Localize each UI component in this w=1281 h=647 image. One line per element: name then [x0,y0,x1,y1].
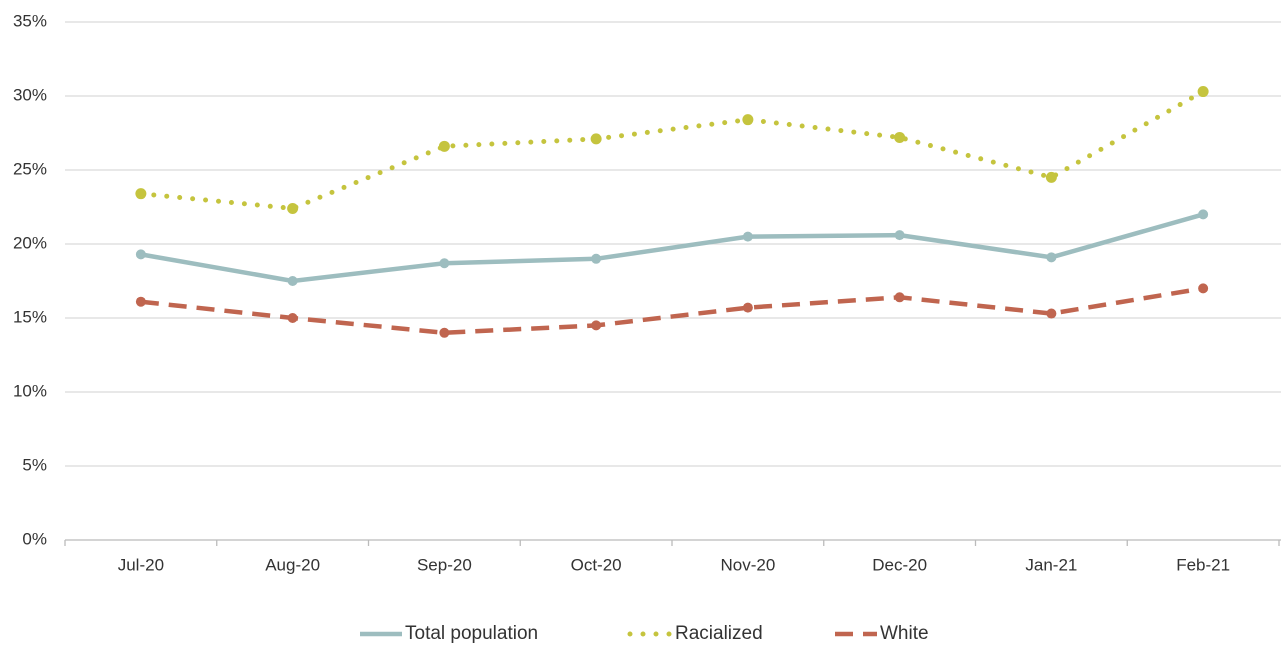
x-tick-label: Feb-21 [1176,555,1230,574]
series-line [140,286,1204,336]
y-tick-label: 10% [13,381,47,400]
x-tick-label: Nov-20 [720,555,775,574]
data-point [894,230,905,241]
x-tick-label: Jan-21 [1025,555,1077,574]
data-point [287,276,298,286]
x-tick-label: Jul-20 [118,555,164,574]
data-point [1198,283,1209,294]
data-point [591,320,602,331]
y-tick-label: 25% [13,159,47,178]
x-tick-label: Sep-20 [417,555,472,574]
data-point [894,131,906,143]
x-tick-label: Aug-20 [265,555,320,574]
data-point [135,249,146,260]
data-point [742,114,754,126]
data-point [1045,171,1057,183]
y-tick-label: 0% [22,529,47,548]
x-tick-label: Oct-20 [571,555,622,574]
legend-label: Total population [405,623,538,644]
x-tick-label: Dec-20 [872,555,927,574]
data-point [439,258,450,269]
data-point [742,302,753,313]
data-point [1197,86,1209,98]
y-tick-label: 15% [13,307,47,326]
data-point [1046,252,1057,263]
data-point [438,140,450,152]
data-point [287,313,298,323]
series-line [138,89,1206,212]
data-point [135,188,147,200]
data-point [742,231,753,242]
y-tick-label: 20% [13,233,47,252]
legend-label: Racialized [675,623,763,644]
data-point [894,292,905,303]
y-tick-label: 5% [22,455,47,474]
data-point [590,133,602,145]
series-line [140,212,1204,284]
data-point [591,253,602,264]
data-point [439,327,450,338]
data-point [287,202,299,214]
y-tick-label: 30% [13,85,47,104]
y-tick-label: 35% [13,11,47,30]
data-point [135,296,146,307]
legend-label: White [880,623,929,644]
data-point [1198,209,1209,220]
data-point [1046,308,1057,319]
